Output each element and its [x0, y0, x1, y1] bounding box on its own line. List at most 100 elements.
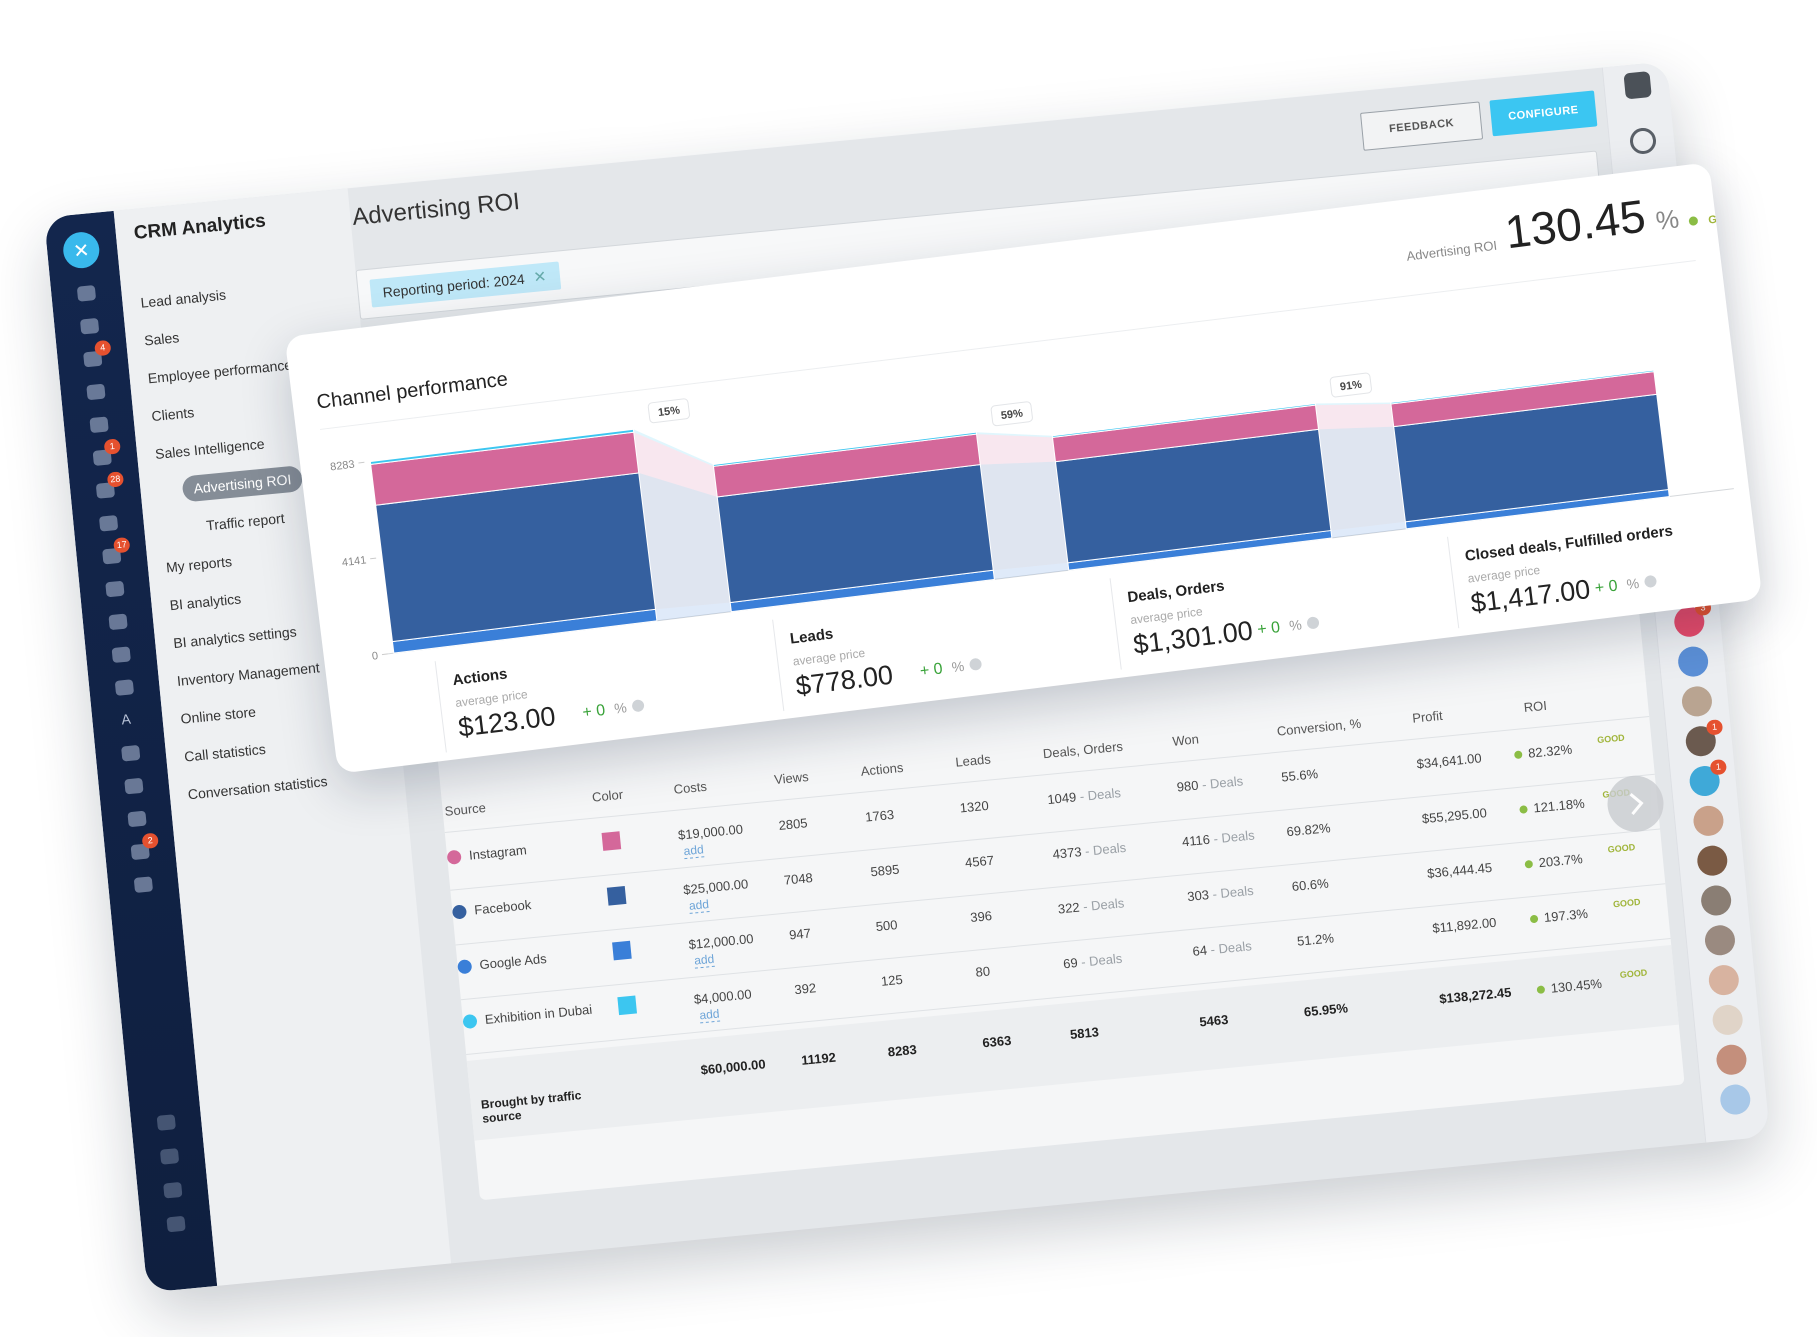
scroll-next[interactable]: [1604, 773, 1667, 835]
nav-icon[interactable]: [105, 580, 125, 598]
flow: [1318, 426, 1406, 531]
deals-value: 322: [1057, 899, 1081, 917]
avatar[interactable]: [1692, 804, 1725, 838]
configure-button[interactable]: CONFIGURE: [1489, 90, 1598, 137]
avatar[interactable]: [1695, 844, 1729, 878]
menu-item[interactable]: Sales: [143, 329, 180, 349]
feedback-button[interactable]: FEEDBACK: [1360, 101, 1484, 151]
menu-item[interactable]: Call statistics: [183, 740, 267, 765]
nav-icon[interactable]: [111, 646, 131, 664]
avatar[interactable]: [1715, 1043, 1748, 1077]
nav-icon[interactable]: [79, 317, 100, 335]
nav-icon[interactable]: [89, 416, 109, 434]
menu-item[interactable]: Advertising ROI: [181, 465, 304, 503]
nav-icon[interactable]: [121, 744, 141, 762]
nav-icon[interactable]: [124, 777, 144, 795]
avatar[interactable]: [1711, 1003, 1745, 1037]
leads-cell: 4567: [964, 852, 995, 871]
won-value: 4116: [1181, 831, 1211, 850]
badge: 1: [1709, 758, 1728, 776]
close-button[interactable]: [61, 230, 101, 270]
avatar[interactable]: [1699, 884, 1733, 917]
flow: [1315, 402, 1391, 406]
nav-icon[interactable]: [98, 514, 119, 532]
avatar[interactable]: [1676, 645, 1710, 678]
menu-item[interactable]: My reports: [165, 553, 233, 576]
nav-icon[interactable]: [114, 679, 135, 696]
change-value: + 0: [582, 702, 607, 722]
info-icon: [969, 658, 982, 671]
menu-item[interactable]: Clients: [150, 404, 195, 425]
actions-cell: 1763: [864, 806, 895, 825]
add-link[interactable]: add: [682, 842, 705, 860]
add-link[interactable]: add: [698, 1006, 721, 1024]
nav-icon[interactable]: [166, 1215, 186, 1233]
stage-label: Deals, Orders: [1127, 577, 1226, 606]
avatar[interactable]: [1703, 923, 1737, 957]
y-tick-label: 8283: [330, 459, 356, 474]
views-cell: 7048: [783, 869, 814, 888]
leads-cell: 396: [969, 907, 993, 926]
page-title: Advertising ROI: [351, 187, 521, 231]
avatar[interactable]: [1707, 963, 1741, 997]
nav-icon[interactable]: [156, 1114, 176, 1131]
avatar[interactable]: [1680, 685, 1714, 718]
arrow-icon: [1629, 793, 1644, 816]
nav-icon[interactable]: [76, 285, 97, 302]
deals-value: 69: [1062, 954, 1079, 972]
change-value: + 0: [1256, 619, 1281, 639]
won-cell: 5463: [1199, 1012, 1229, 1030]
add-link[interactable]: add: [688, 897, 710, 914]
actions-cell: 5895: [869, 861, 901, 880]
menu-item[interactable]: Conversation statistics: [187, 773, 329, 803]
change-unit: %: [951, 658, 965, 675]
flow: [633, 432, 718, 497]
flow: [638, 472, 731, 610]
menu-item[interactable]: BI analytics: [168, 590, 242, 614]
badge: 28: [106, 471, 125, 488]
won-value: 303: [1186, 887, 1210, 905]
settings-icon[interactable]: [1628, 126, 1658, 156]
stage-label: Actions: [452, 666, 509, 690]
nav-icon[interactable]: [163, 1181, 183, 1199]
change-unit: %: [613, 699, 627, 716]
flow: [655, 602, 732, 621]
nav-letter: A: [120, 710, 132, 728]
leads-cell: 6363: [981, 1032, 1012, 1051]
flow: [633, 429, 714, 467]
column-header: Costs: [672, 778, 708, 797]
nav-icon[interactable]: [133, 876, 154, 893]
separator: [319, 260, 1696, 430]
leads-cell: 1320: [959, 797, 990, 816]
flow: [980, 461, 1068, 571]
add-link[interactable]: add: [693, 951, 715, 969]
column-header: Color: [591, 786, 624, 805]
nav-icon[interactable]: [86, 383, 106, 401]
help-button[interactable]: [1623, 71, 1652, 100]
deals-cell: 5813: [1069, 1024, 1099, 1042]
badge: 17: [113, 536, 131, 554]
column-header: Won: [1171, 731, 1200, 749]
conversion-badge: [1329, 372, 1372, 398]
tick-mark: [370, 557, 377, 560]
nav-icon[interactable]: [108, 613, 128, 631]
menu-item[interactable]: Traffic report: [205, 509, 286, 534]
menu-item[interactable]: BI analytics settings: [172, 623, 298, 652]
actions-cell: 8283: [887, 1041, 918, 1060]
deals-value: 4373: [1051, 844, 1083, 862]
info-icon: [1644, 575, 1657, 588]
conversion-badge: [990, 401, 1033, 427]
menu-item[interactable]: Employee performance: [147, 356, 293, 387]
menu-item[interactable]: Inventory Management: [176, 659, 321, 689]
change-value: + 0: [919, 660, 944, 680]
y-tick-label: 4141: [341, 554, 367, 569]
avatar[interactable]: [1718, 1083, 1752, 1116]
stage-label: Leads: [789, 625, 834, 647]
nav-icon[interactable]: [127, 810, 147, 828]
menu-item[interactable]: Online store: [179, 703, 257, 727]
menu-item[interactable]: Lead analysis: [139, 286, 227, 311]
nav-icon[interactable]: [159, 1148, 180, 1165]
menu-item[interactable]: Sales Intelligence: [154, 435, 266, 462]
